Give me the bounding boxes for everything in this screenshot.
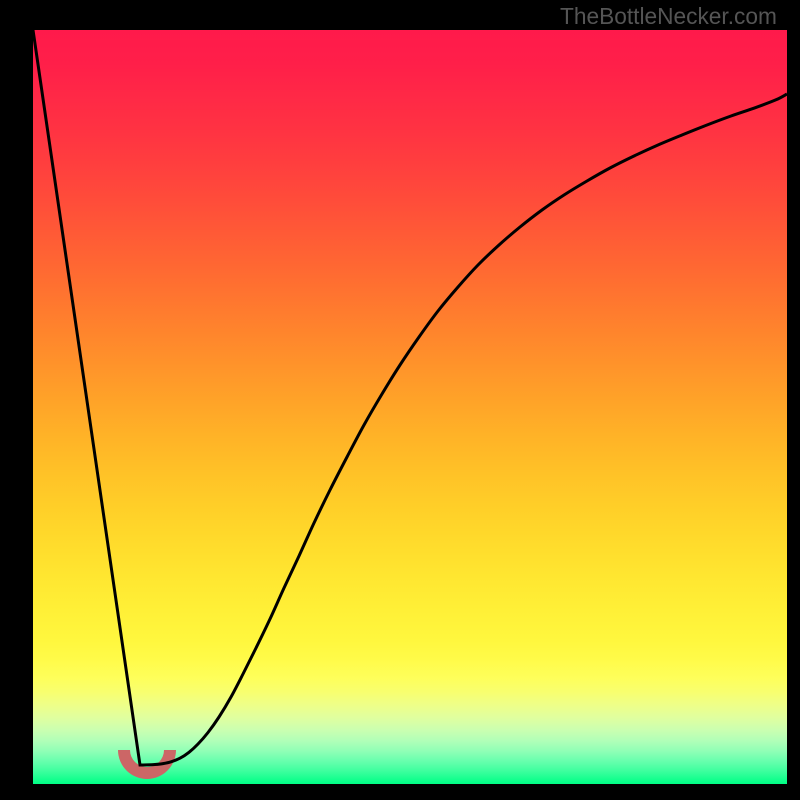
bottleneck-chart: TheBottleNecker.com xyxy=(0,0,800,800)
attribution-text: TheBottleNecker.com xyxy=(560,3,777,30)
plot-gradient-fill xyxy=(33,30,787,784)
chart-svg xyxy=(0,0,800,800)
